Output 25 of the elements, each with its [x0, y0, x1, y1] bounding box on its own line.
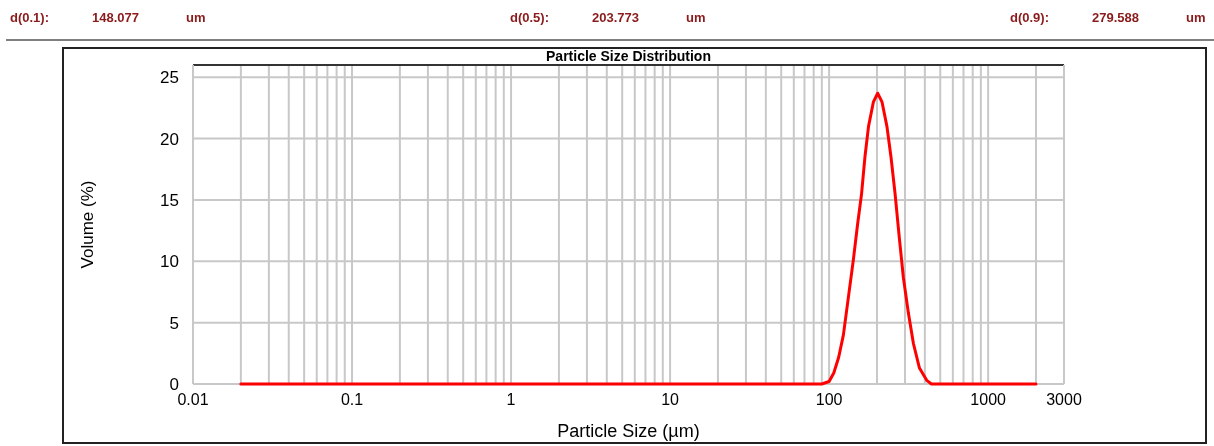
y-tick-label: 5	[169, 313, 179, 333]
text: 148.077	[92, 10, 139, 25]
y-tick-label: 0	[169, 375, 179, 394]
x-tick-label: 1000	[970, 391, 1007, 408]
y-tick-label: 10	[160, 252, 179, 272]
x-axis-title: Particle Size (µm)	[557, 421, 700, 441]
text: d(0.1):	[10, 10, 49, 25]
text: d(0.5):	[510, 10, 549, 25]
text: 203.773	[592, 10, 639, 25]
text: um	[686, 10, 706, 25]
text: um	[186, 10, 206, 25]
x-tick-label: 0.1	[340, 391, 364, 408]
y-axis-title: Volume (%)	[78, 180, 97, 269]
text: um	[1186, 10, 1206, 25]
text: 279.588	[1092, 10, 1139, 25]
y-tick-label: 25	[160, 68, 179, 88]
y-tick-label: 20	[160, 129, 179, 149]
y-tick-label: 15	[160, 190, 179, 210]
x-tick-label: 1	[506, 391, 516, 408]
text: d(0.9):	[1010, 10, 1049, 25]
x-tick-label: 100	[815, 391, 843, 408]
x-tick-label: 0.01	[177, 391, 209, 408]
chart-title: Particle Size Distribution	[546, 48, 711, 64]
x-tick-label: 3000	[1046, 391, 1082, 408]
x-tick-label: 10	[661, 391, 680, 408]
